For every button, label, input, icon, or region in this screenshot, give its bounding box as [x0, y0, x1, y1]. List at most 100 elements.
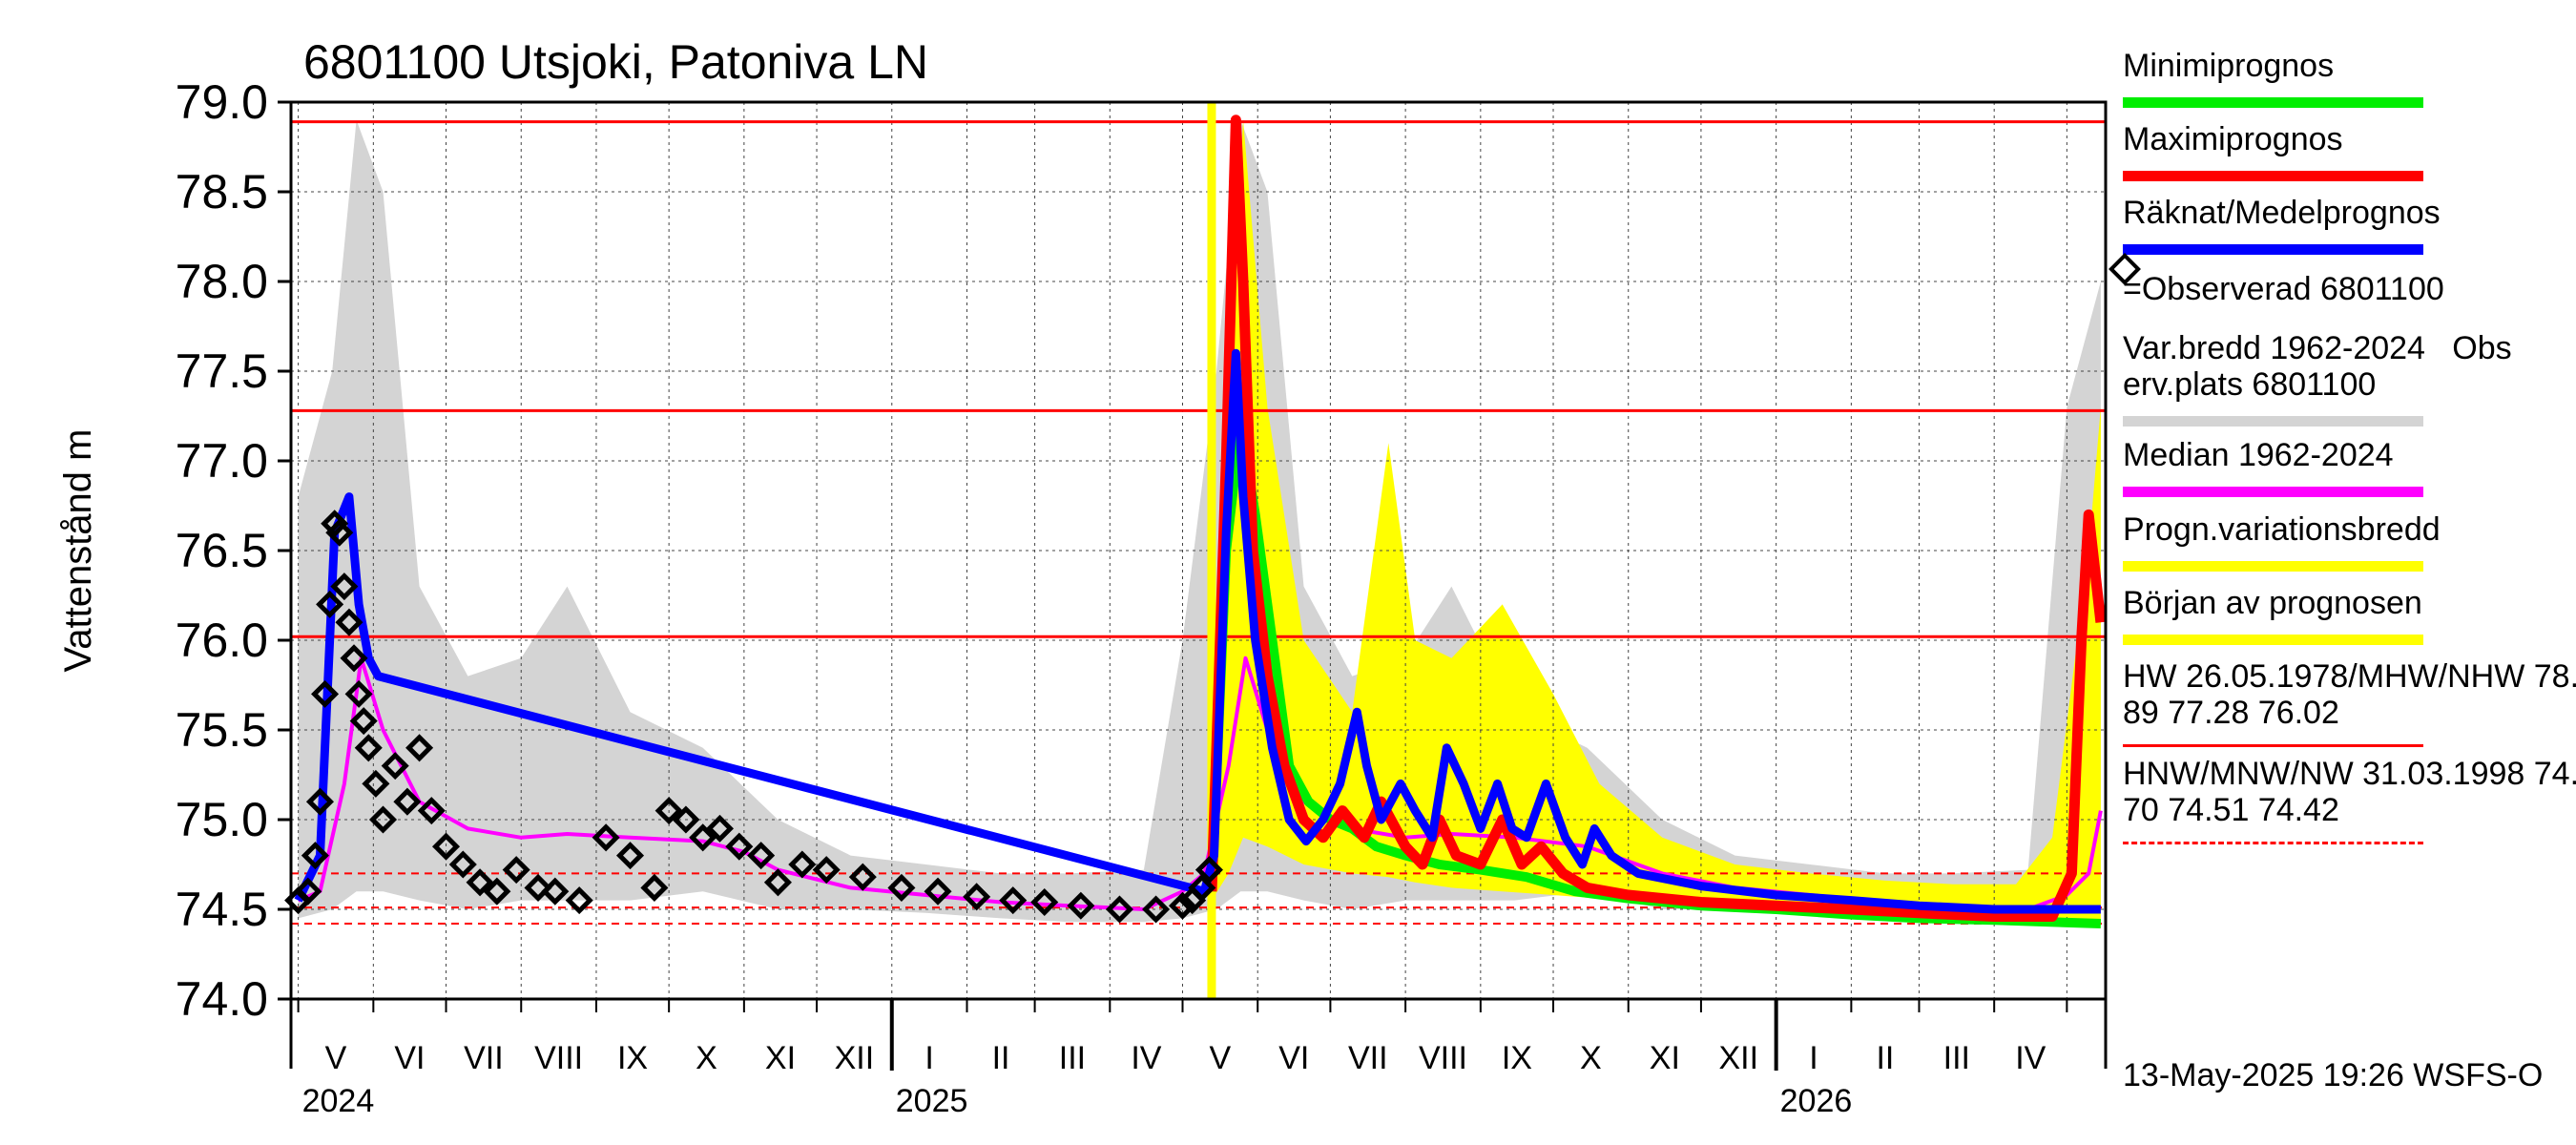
- band-0: [298, 119, 2101, 923]
- series-line-maximiprognos: [1206, 114, 2107, 922]
- y-tick-label: 76.5: [176, 524, 268, 577]
- obs-point: [483, 877, 511, 906]
- month-label: V: [1210, 1040, 1232, 1076]
- obs-point: [654, 797, 683, 825]
- month-label: III: [1943, 1040, 1970, 1076]
- obs-point: [1105, 895, 1134, 924]
- month-label: VIII: [534, 1040, 583, 1076]
- obs-point: [325, 518, 354, 547]
- month-label: XI: [1650, 1040, 1680, 1076]
- month-label: III: [1059, 1040, 1086, 1076]
- obs-point: [963, 883, 991, 911]
- legend-swatch: [2123, 97, 2423, 108]
- obs-point: [417, 797, 446, 825]
- month-label: VII: [1348, 1040, 1388, 1076]
- month-label: II: [1876, 1040, 1894, 1076]
- obs-point: [368, 805, 398, 834]
- y-tick-label: 74.5: [176, 883, 268, 936]
- obs-point: [301, 842, 329, 870]
- obs-point: [294, 877, 322, 906]
- obs-point: [431, 832, 461, 861]
- legend-swatch: [2123, 561, 2423, 572]
- band-1: [1212, 119, 2101, 921]
- obs-point: [448, 850, 477, 879]
- y-tick-label: 75.5: [176, 703, 268, 757]
- month-label: XII: [835, 1040, 875, 1076]
- legend-swatch: [2123, 744, 2423, 747]
- legend-label: =Observerad 6801100: [2123, 271, 2444, 307]
- obs-point: [316, 590, 344, 618]
- obs-point: [615, 842, 645, 870]
- month-label: X: [696, 1040, 717, 1076]
- legend-label: Progn.variationsbredd: [2123, 511, 2441, 548]
- obs-point: [924, 877, 952, 906]
- legend-swatch: [2123, 842, 2423, 844]
- month-label: X: [1580, 1040, 1602, 1076]
- month-label: VI: [1278, 1040, 1309, 1076]
- month-label: XI: [765, 1040, 796, 1076]
- month-label: VIII: [1419, 1040, 1467, 1076]
- obs-point: [466, 868, 494, 897]
- y-tick-label: 74.0: [176, 972, 268, 1026]
- obs-point: [1195, 856, 1223, 885]
- obs-point: [689, 823, 717, 852]
- month-label: I: [924, 1040, 933, 1076]
- obs-point: [330, 572, 359, 601]
- chart-title: 6801100 Utsjoki, Patoniva LN: [303, 35, 928, 89]
- legend-swatch: [2123, 416, 2423, 427]
- obs-point: [788, 850, 817, 879]
- obs-point: [405, 734, 434, 762]
- obs-point: [362, 769, 390, 798]
- month-label: IX: [617, 1040, 648, 1076]
- month-label: I: [1809, 1040, 1818, 1076]
- series-line-r-knat-medelprognos: [294, 348, 2101, 914]
- y-tick-label: 75.0: [176, 793, 268, 846]
- legend-label: Minimiprognos: [2123, 48, 2335, 84]
- obs-point: [393, 787, 422, 816]
- month-label: IX: [1502, 1040, 1532, 1076]
- legend-label: HNW/MNW/NW 31.03.1998 74. 70 74.51 74.42: [2123, 756, 2576, 828]
- obs-point: [887, 873, 916, 902]
- legend-label: Maximiprognos: [2123, 121, 2343, 157]
- obs-point: [999, 886, 1028, 915]
- y-axis-label: Vattenstånd m: [57, 429, 99, 673]
- month-label: V: [325, 1040, 347, 1076]
- obs-point: [763, 868, 792, 897]
- year-label: 2024: [302, 1083, 375, 1119]
- obs-point: [1142, 895, 1171, 924]
- month-label: IV: [2015, 1040, 2046, 1076]
- legend-swatch: [2123, 171, 2423, 181]
- y-tick-label: 77.0: [176, 434, 268, 488]
- legend-label: Var.bredd 1962-2024 Obs erv.plats 680110…: [2123, 330, 2512, 403]
- obs-point: [502, 856, 530, 885]
- obs-point: [349, 707, 378, 736]
- y-tick-label: 78.5: [176, 165, 268, 219]
- obs-point: [640, 873, 669, 902]
- obs-point: [725, 832, 754, 861]
- obs-point: [1030, 887, 1059, 917]
- obs-point: [848, 863, 877, 891]
- y-tick-label: 76.0: [176, 614, 268, 667]
- obs-point: [705, 814, 735, 843]
- month-label: VII: [464, 1040, 504, 1076]
- obs-point: [524, 873, 552, 902]
- month-label: XII: [1718, 1040, 1758, 1076]
- legend-label: HW 26.05.1978/MHW/NHW 78. 89 77.28 76.02: [2123, 658, 2576, 731]
- obs-point: [565, 886, 593, 915]
- year-label: 2026: [1780, 1083, 1853, 1119]
- month-label: II: [992, 1040, 1010, 1076]
- obs-point: [340, 644, 368, 673]
- legend-swatch: [2123, 244, 2423, 255]
- y-tick-label: 78.0: [176, 255, 268, 308]
- obs-point: [672, 805, 700, 834]
- obs-point: [305, 787, 335, 816]
- obs-point: [592, 823, 620, 852]
- y-tick-label: 79.0: [176, 75, 268, 129]
- obs-point: [1168, 891, 1197, 920]
- legend-label: Räknat/Medelprognos: [2123, 195, 2441, 231]
- year-label: 2025: [896, 1083, 968, 1119]
- obs-point: [1188, 873, 1216, 902]
- legend-label: Median 1962-2024: [2123, 437, 2394, 473]
- obs-point: [344, 679, 373, 708]
- obs-point: [541, 877, 570, 906]
